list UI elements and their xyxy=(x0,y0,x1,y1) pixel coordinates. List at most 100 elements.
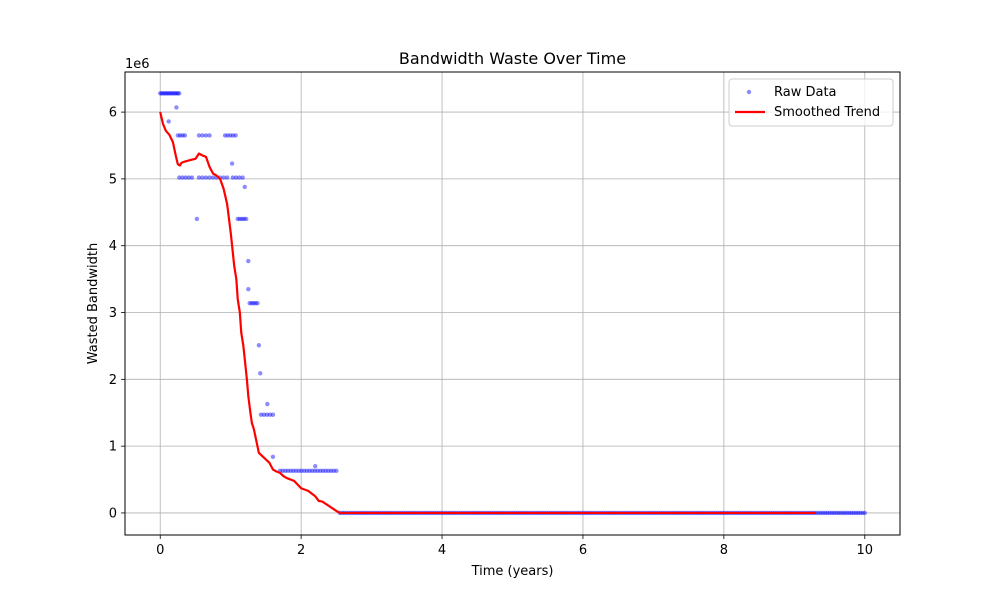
raw-data-point xyxy=(229,161,235,166)
raw-data-point xyxy=(265,401,270,407)
raw-data-point xyxy=(225,133,230,138)
raw-data-point xyxy=(210,175,216,180)
raw-data-point xyxy=(207,133,212,138)
raw-data-point xyxy=(233,175,239,180)
x-tick-label-3: 6 xyxy=(579,543,587,558)
raw-data-point xyxy=(246,258,251,264)
raw-data-point xyxy=(304,468,310,474)
y-tick-label-3: 3 xyxy=(109,306,117,321)
raw-data-point xyxy=(240,175,245,180)
axis-ticks: 0 2 4 6 8 10 0 1 2 3 4 5 6 xyxy=(109,106,873,558)
raw-data-point xyxy=(166,119,171,124)
raw-data-point xyxy=(293,468,299,474)
raw-data-point xyxy=(299,468,304,474)
raw-data-point xyxy=(230,175,235,180)
raw-data-point xyxy=(169,91,175,96)
x-tick-label-2: 4 xyxy=(438,543,446,558)
raw-data-point xyxy=(196,133,202,138)
raw-data-point xyxy=(251,300,256,306)
raw-data-point xyxy=(177,91,182,96)
raw-data-point xyxy=(203,133,209,138)
legend-marker-raw-data xyxy=(746,89,752,95)
raw-data-point xyxy=(838,510,843,516)
raw-data-point xyxy=(853,510,859,516)
y-tick-label-1: 1 xyxy=(109,440,117,455)
raw-data-point xyxy=(291,468,296,474)
raw-data-point xyxy=(207,175,212,180)
raw-data-point xyxy=(246,286,251,292)
raw-data-point xyxy=(823,510,828,516)
raw-data-point xyxy=(285,468,291,474)
raw-data-point xyxy=(834,510,839,516)
raw-data-point xyxy=(165,91,170,96)
raw-data-point xyxy=(283,468,288,474)
raw-data-point xyxy=(829,510,835,516)
raw-data-point xyxy=(171,91,176,96)
raw-data-point xyxy=(174,105,179,110)
raw-data-point xyxy=(177,133,183,138)
smoothed-trend-line xyxy=(159,111,816,515)
raw-data-point xyxy=(172,91,178,96)
raw-data-point xyxy=(312,468,318,474)
raw-data-point xyxy=(200,133,205,138)
x-tick-label-0: 0 xyxy=(156,543,164,558)
raw-data-point xyxy=(264,412,270,417)
raw-data-point xyxy=(825,510,830,516)
y-tick-label-6: 6 xyxy=(109,106,117,121)
raw-data-point xyxy=(162,91,167,96)
raw-data-point xyxy=(175,133,181,138)
raw-data-point xyxy=(243,216,249,222)
raw-data-point xyxy=(816,510,821,516)
raw-data-point xyxy=(249,300,254,306)
raw-data-point xyxy=(827,510,832,516)
raw-data-point xyxy=(855,510,861,516)
raw-data-point xyxy=(334,468,339,474)
raw-data-point xyxy=(253,300,258,306)
raw-data-point xyxy=(280,468,285,474)
raw-data-point xyxy=(315,468,320,474)
chart-title: Bandwidth Waste Over Time xyxy=(399,49,626,68)
raw-data-point xyxy=(831,510,837,516)
raw-data-point xyxy=(180,133,185,138)
x-axis-label: Time (years) xyxy=(471,564,554,579)
raw-data-point xyxy=(160,91,166,96)
raw-data-point xyxy=(851,510,856,516)
raw-data-point xyxy=(186,175,191,180)
raw-data-point xyxy=(159,91,164,96)
raw-data-point xyxy=(175,91,180,96)
raw-data-point xyxy=(323,468,328,474)
x-tick-label-5: 10 xyxy=(856,543,873,558)
raw-data-point xyxy=(328,468,334,474)
raw-data-point xyxy=(860,510,865,516)
raw-data-point xyxy=(241,216,247,222)
raw-data-point xyxy=(224,175,230,180)
raw-data-point xyxy=(858,510,863,516)
legend-label-raw-data: Raw Data xyxy=(774,85,837,100)
raw-data-point xyxy=(163,91,169,96)
raw-data-point xyxy=(270,454,276,460)
raw-data-point xyxy=(320,468,326,474)
raw-data-point xyxy=(194,216,200,222)
raw-data-point xyxy=(189,175,195,180)
y-axis-offset-label: 1e6 xyxy=(125,57,150,72)
raw-data-point xyxy=(849,510,854,516)
raw-data-point xyxy=(196,175,202,180)
raw-data-point xyxy=(222,133,228,138)
raw-data-point xyxy=(310,468,315,474)
raw-data-point xyxy=(235,216,240,222)
raw-data-point xyxy=(842,510,848,516)
y-tick-label-4: 4 xyxy=(109,239,117,254)
raw-data-point xyxy=(158,91,163,96)
raw-data-point xyxy=(174,91,179,96)
raw-data-point xyxy=(230,133,236,138)
raw-data-point xyxy=(168,91,173,96)
legend-box xyxy=(728,78,894,127)
raw-data-point xyxy=(288,468,293,474)
raw-data-point xyxy=(820,510,826,516)
raw-data-point xyxy=(326,468,331,474)
smoothed-trend xyxy=(159,111,816,515)
raw-data-point xyxy=(301,468,307,474)
raw-data-point xyxy=(233,133,238,138)
raw-data-point xyxy=(183,175,188,180)
